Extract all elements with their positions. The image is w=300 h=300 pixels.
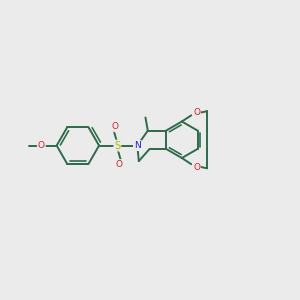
Text: O: O	[116, 160, 123, 169]
Text: O: O	[38, 141, 45, 150]
Text: N: N	[134, 141, 141, 150]
Text: O: O	[112, 122, 119, 131]
Text: O: O	[193, 108, 200, 117]
Text: N: N	[134, 141, 141, 150]
Text: O: O	[193, 163, 200, 172]
Text: S: S	[114, 141, 120, 151]
